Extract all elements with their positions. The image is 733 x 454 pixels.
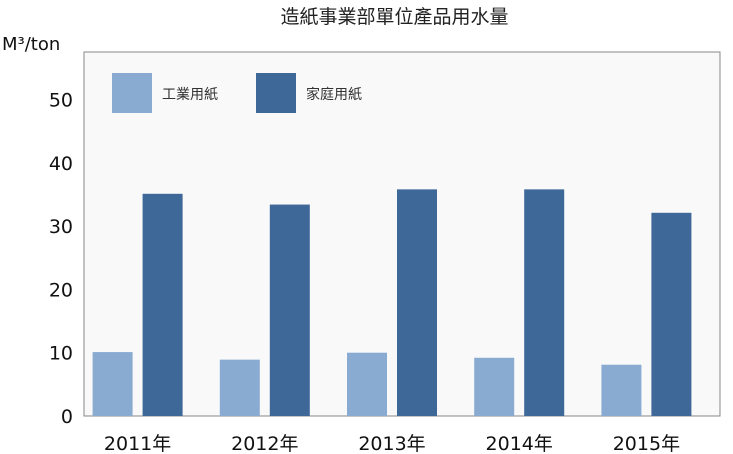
y-axis-label: M³/ton bbox=[2, 34, 61, 55]
legend-label: 家庭用紙 bbox=[306, 86, 362, 103]
chart-title: 造紙事業部單位產品用水量 bbox=[280, 6, 509, 28]
y-tick-label: 30 bbox=[49, 216, 73, 238]
bar-2012年-家庭用紙 bbox=[269, 204, 310, 416]
y-tick-label: 10 bbox=[49, 343, 73, 365]
x-tick-label: 2012年 bbox=[231, 433, 298, 454]
bar-2015年-工業用紙 bbox=[601, 364, 642, 416]
bar-2013年-家庭用紙 bbox=[397, 189, 437, 416]
bar-2013年-工業用紙 bbox=[347, 352, 387, 416]
bar-2015年-家庭用紙 bbox=[651, 212, 692, 416]
bar-2014年-家庭用紙 bbox=[524, 189, 565, 416]
x-tick-label: 2013年 bbox=[358, 433, 425, 454]
bar-2011年-家庭用紙 bbox=[142, 193, 183, 416]
bar-2011年-工業用紙 bbox=[92, 352, 133, 416]
legend-swatch bbox=[112, 73, 152, 113]
y-tick-label: 0 bbox=[61, 406, 73, 428]
y-tick-label: 50 bbox=[49, 89, 73, 111]
y-tick-label: 40 bbox=[49, 153, 73, 175]
x-tick-label: 2014年 bbox=[486, 433, 553, 454]
legend-label: 工業用紙 bbox=[162, 87, 218, 103]
bar-2014年-工業用紙 bbox=[474, 357, 515, 416]
x-tick-label: 2015年 bbox=[613, 433, 680, 454]
bar-2012年-工業用紙 bbox=[219, 359, 260, 416]
legend-swatch bbox=[256, 73, 296, 113]
x-tick-label: 2011年 bbox=[104, 433, 171, 454]
y-tick-label: 20 bbox=[49, 279, 73, 301]
